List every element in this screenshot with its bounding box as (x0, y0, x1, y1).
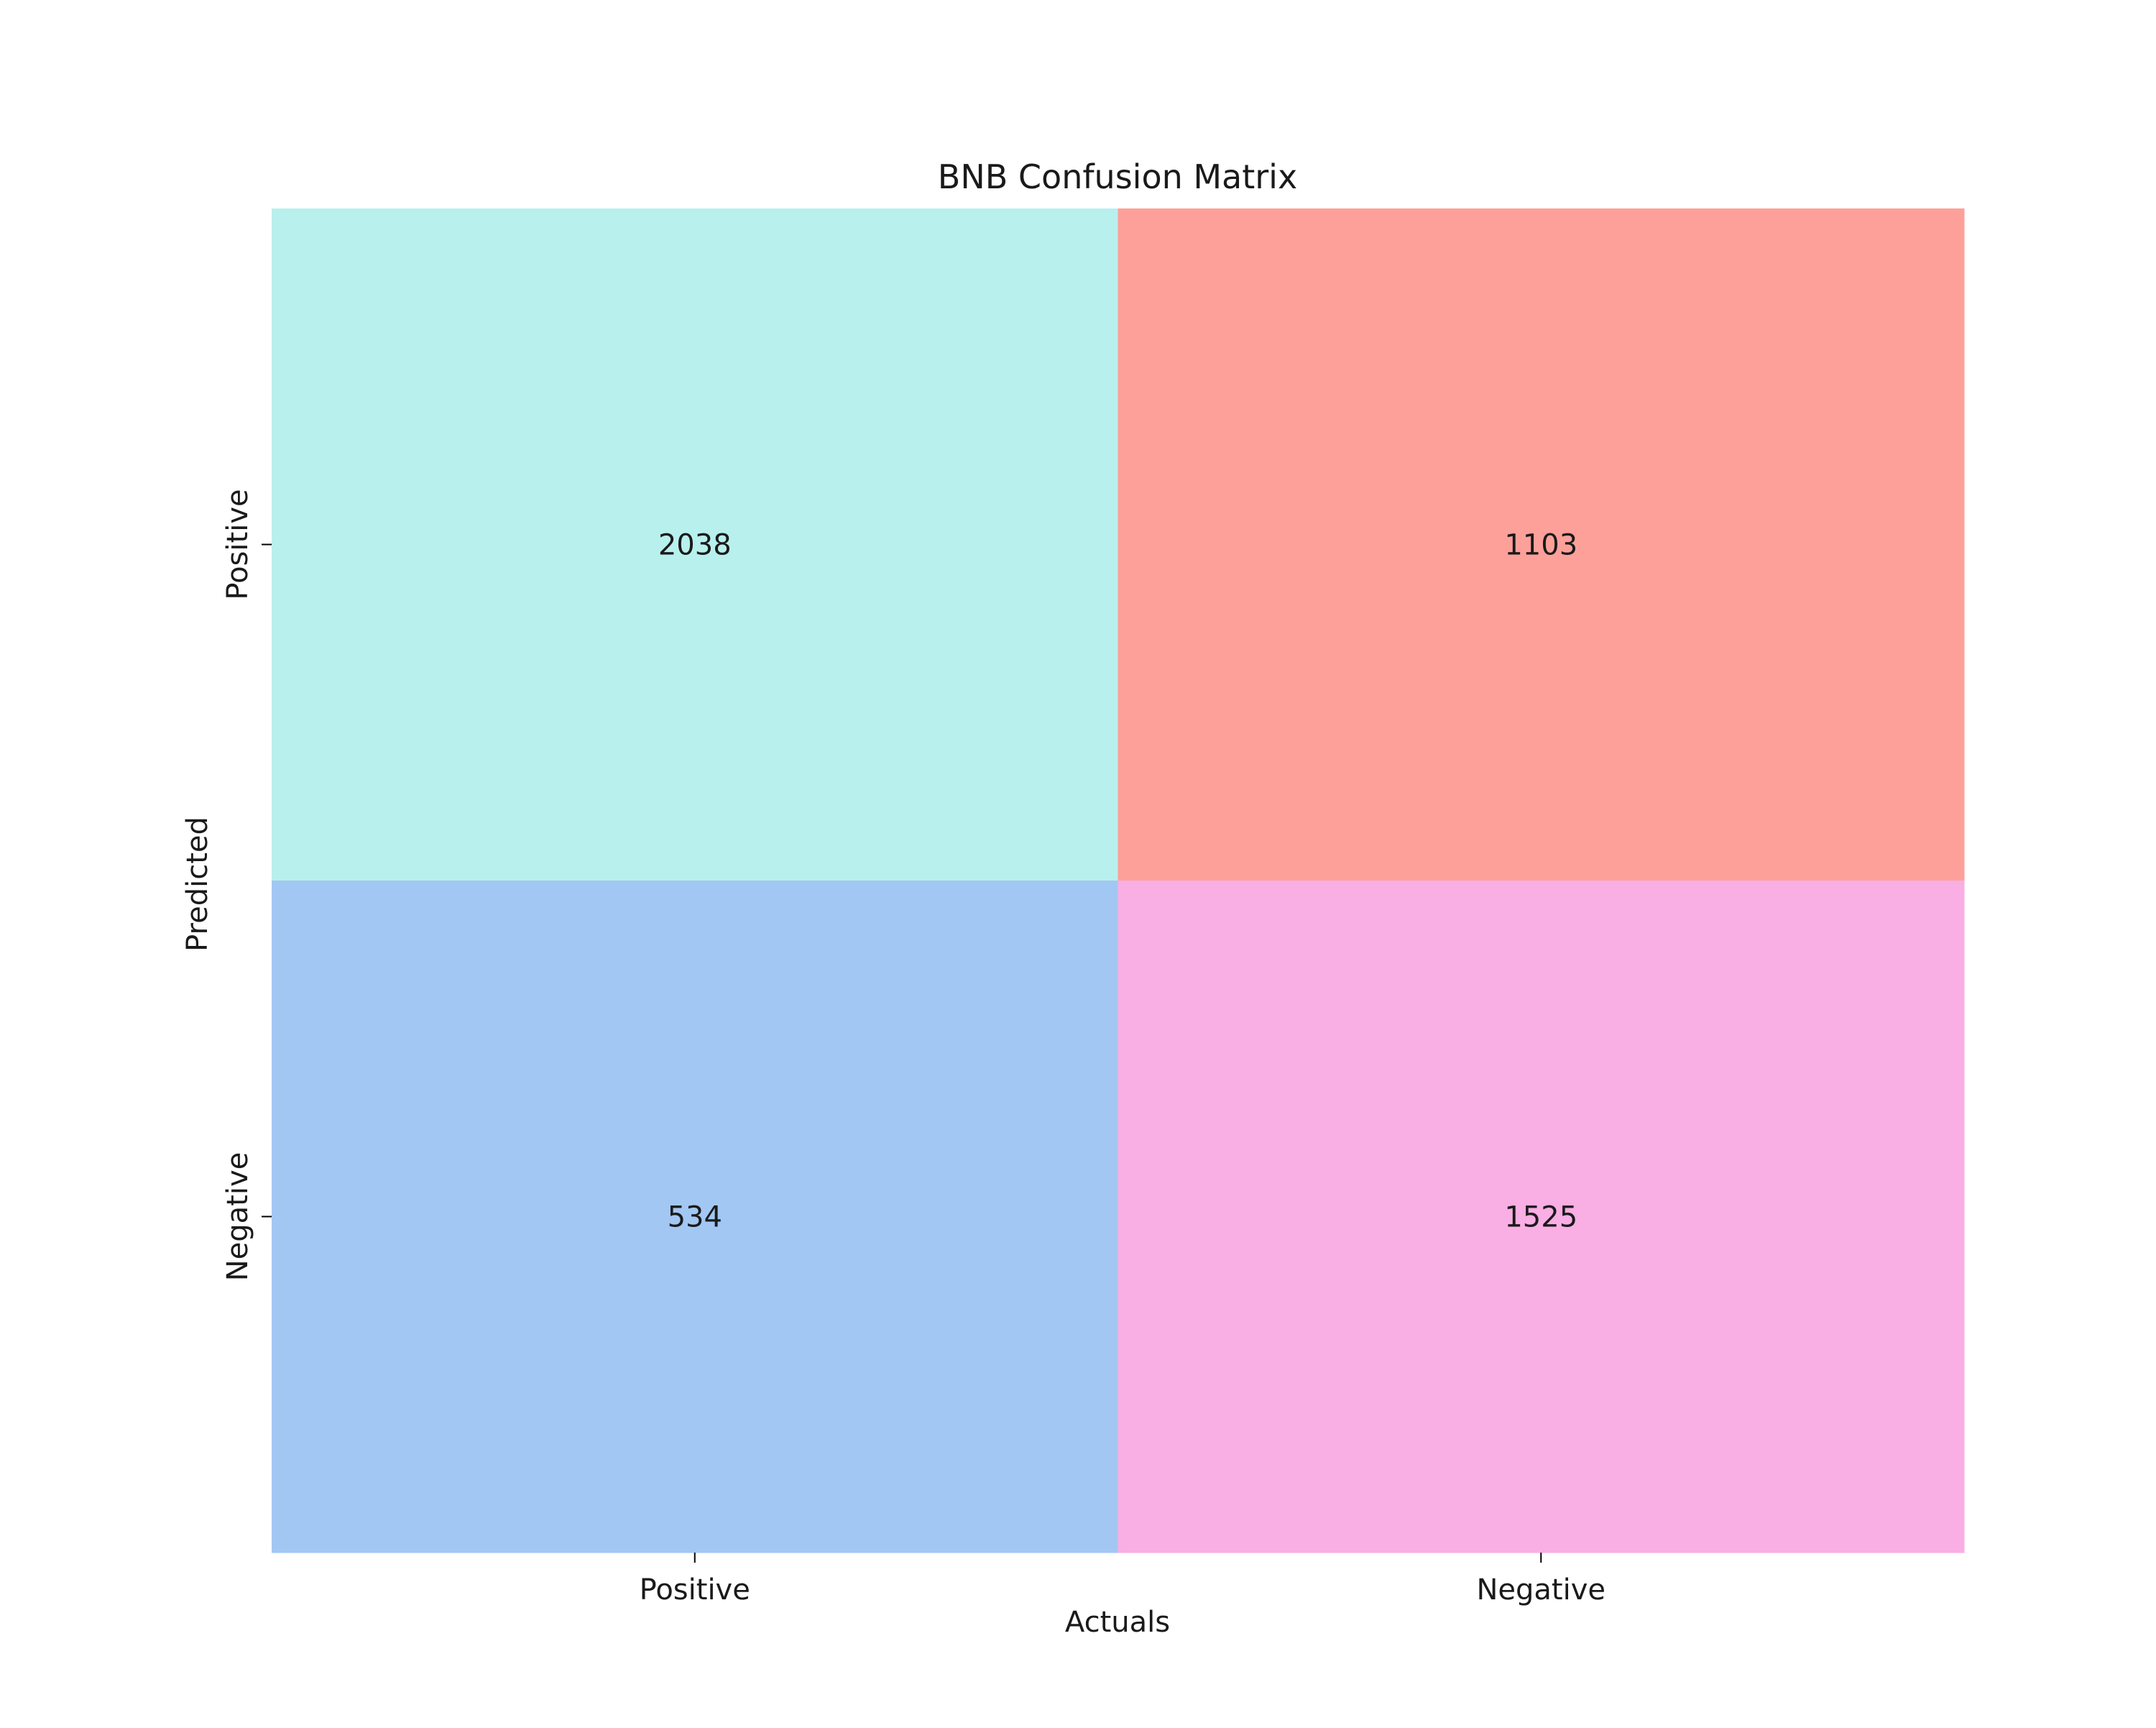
cell-value-labels: 2038 1103 534 1525 (658, 529, 1577, 1234)
x-tick-label: Positive (640, 1573, 750, 1607)
y-tick-label: Positive (221, 489, 254, 599)
x-tick-label: Negative (1476, 1573, 1606, 1607)
heatmap-cell-negative-negative (1118, 881, 1965, 1553)
chart-title: BNB Confusion Matrix (938, 157, 1297, 196)
y-tick-label: Negative (221, 1152, 254, 1282)
cell-value-label: 1525 (1504, 1201, 1577, 1234)
y-axis-label: Predicted (181, 817, 214, 952)
heatmap-cell-positive-negative (1118, 208, 1965, 881)
x-axis: Positive Negative (640, 1553, 1606, 1607)
cell-value-label: 2038 (658, 529, 732, 562)
cell-value-label: 1103 (1504, 529, 1577, 562)
x-axis-label: Actuals (1065, 1606, 1170, 1639)
heatmap-cell-positive-positive (272, 208, 1118, 881)
heatmap-cell-negative-positive (272, 881, 1118, 1553)
cell-value-label: 534 (668, 1201, 722, 1234)
heatmap-cells (272, 208, 1965, 1553)
y-axis: Positive Negative (221, 489, 272, 1281)
